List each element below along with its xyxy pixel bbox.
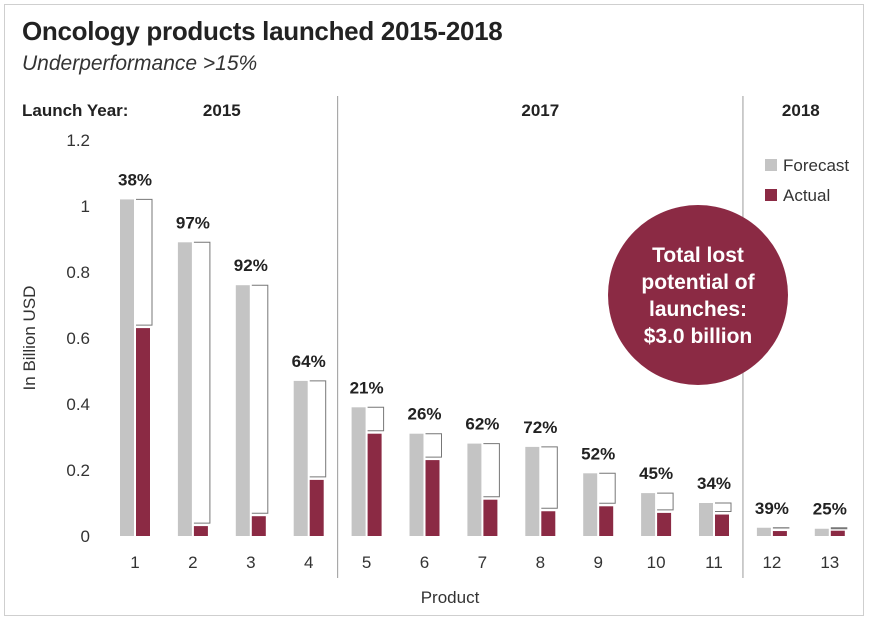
bars (120, 199, 845, 537)
launch-years: 2015 2017 2018 (203, 101, 820, 120)
bar-forecast (293, 380, 308, 536)
bar-forecast (177, 242, 192, 537)
legend: Forecast Actual (765, 156, 849, 205)
bar-actual (541, 511, 556, 536)
gap-bracket (193, 241, 211, 524)
legend-label: Forecast (783, 156, 849, 175)
callout-text: potential of (641, 271, 755, 294)
gap-bracket (715, 502, 732, 513)
bar-actual (715, 514, 729, 536)
underperformance-label: 38% (118, 170, 152, 189)
bar-actual (193, 526, 208, 536)
callout-text: launches: (649, 298, 747, 321)
x-tick-label: 8 (536, 553, 545, 572)
gap-brackets (136, 198, 848, 530)
callout-text: Total lost (652, 244, 744, 267)
bar-forecast (467, 443, 482, 536)
x-tick-label: 2 (188, 553, 197, 572)
callout: Total lost potential of launches: $3.0 bill… (608, 205, 788, 385)
y-tick-label: 1 (81, 197, 90, 216)
x-tick-label: 9 (593, 553, 602, 572)
bar-actual (136, 328, 150, 536)
bar-actual (367, 433, 382, 536)
bar-actual (425, 460, 440, 536)
bar-actual (772, 531, 787, 536)
x-tick-label: 12 (762, 553, 781, 572)
chart-subtitle: Underperformance >15% (22, 52, 258, 75)
chart-title: Oncology products launched 2015-2018 (22, 16, 503, 46)
x-tick-label: 13 (820, 553, 839, 572)
x-tick-label: 6 (420, 553, 429, 572)
y-axis: 0 0.2 0.4 0.6 0.8 1 1.2 (66, 131, 90, 546)
x-tick-label: 7 (478, 553, 487, 572)
x-tick-label: 11 (705, 553, 723, 572)
gap-bracket (541, 446, 558, 509)
x-tick-label: 10 (647, 553, 666, 572)
x-tick-label: 4 (304, 553, 313, 572)
y-tick-label: 0.2 (66, 461, 90, 480)
x-axis-label: Product (421, 588, 480, 607)
bar-forecast (351, 407, 366, 536)
x-tick-label: 1 (130, 553, 139, 572)
y-tick-label: 1.2 (66, 131, 90, 150)
callout-text: $3.0 billion (644, 325, 753, 348)
underperformance-label: 92% (234, 256, 268, 275)
underperformance-label: 25% (813, 500, 847, 519)
launch-year: 2017 (521, 101, 559, 120)
legend-swatch (765, 189, 777, 201)
bar-forecast (814, 528, 829, 536)
gap-bracket (599, 472, 616, 504)
underperformance-label: 26% (407, 405, 441, 424)
bar-actual (483, 499, 498, 536)
gap-bracket (425, 433, 442, 458)
bar-forecast (641, 493, 656, 536)
launch-year-label: Launch Year: (22, 101, 128, 120)
x-axis-ticks: 1 2 3 4 5 6 7 8 9 10 11 12 13 (130, 553, 839, 572)
bar-forecast (235, 285, 250, 536)
launch-year: 2018 (782, 101, 820, 120)
gap-bracket (367, 406, 385, 432)
underperformance-label: 39% (755, 499, 789, 518)
bar-actual (657, 512, 672, 536)
underperformance-label: 52% (581, 444, 615, 463)
underperformance-label: 45% (639, 464, 673, 483)
underperformance-label: 34% (697, 474, 731, 493)
underperformance-label: 21% (350, 378, 384, 397)
bar-actual (830, 530, 845, 536)
gap-bracket (309, 380, 327, 478)
underperformance-label: 64% (292, 352, 326, 371)
gap-bracket (251, 284, 269, 514)
underperformance-label: 72% (523, 418, 557, 437)
launch-year: 2015 (203, 101, 241, 120)
x-tick-label: 5 (362, 553, 371, 572)
underperformance-label: 97% (176, 213, 210, 232)
gap-bracket (483, 443, 500, 498)
bar-forecast (583, 473, 598, 536)
y-tick-label: 0.4 (66, 395, 90, 414)
bar-forecast (120, 199, 134, 536)
bar-actual (599, 506, 614, 536)
y-axis-label: In Billion USD (20, 286, 39, 391)
y-tick-label: 0.8 (66, 263, 90, 282)
legend-label: Actual (783, 186, 830, 205)
percent-labels: 38% 97% 92% 64% 21% 26% 62% 72% 52% 45% 34% 39% 25% (118, 170, 847, 518)
bar-forecast (756, 527, 771, 536)
callout-circle (608, 205, 788, 385)
bar-forecast (525, 446, 540, 536)
x-tick-label: 3 (246, 553, 255, 572)
bar-actual (251, 516, 266, 536)
legend-swatch (765, 159, 777, 171)
gap-bracket (830, 527, 848, 530)
bar-actual (309, 479, 324, 536)
y-tick-label: 0.6 (66, 329, 90, 348)
gap-bracket (657, 492, 674, 511)
bar-forecast (699, 503, 713, 536)
gap-bracket (136, 198, 153, 326)
underperformance-label: 62% (465, 415, 499, 434)
y-tick-label: 0 (81, 527, 90, 546)
bar-forecast (409, 433, 424, 536)
